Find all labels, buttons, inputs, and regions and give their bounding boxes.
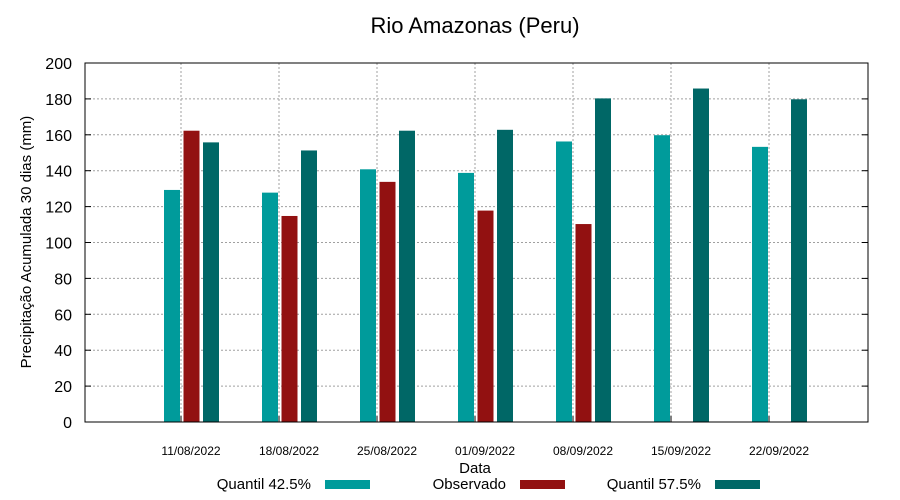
x-tick-label: 11/08/2022 [161,444,220,458]
y-tick-label: 20 [54,379,72,396]
bar-quantil-42-5--5 [654,135,670,423]
bar-quantil-42-5--6 [752,146,768,423]
y-axis-label: Precipitação Acumulada 30 dias (mm) [18,116,35,369]
bar-observado-0 [183,130,200,423]
x-tick-label: 15/09/2022 [651,444,711,458]
bar-observado-3 [477,210,494,423]
y-tick-label: 140 [45,164,72,181]
ticks-layer: 0 20 40 60 80 100 120 140 160 180 200 11/08/2022 18/… [45,56,868,458]
bar-quantil-57-5--1 [301,150,317,423]
bar-quantil-42-5--2 [360,169,376,423]
x-tick-label: 01/09/2022 [455,444,515,458]
bar-observado-1 [281,215,298,423]
bar-quantil-57-5--6 [791,99,807,423]
y-tick-label: 80 [54,271,72,288]
y-tick-label: 200 [45,56,72,73]
y-tick-label: 0 [63,415,72,432]
bar-quantil-42-5--1 [262,192,278,423]
y-tick-label: 120 [45,200,72,217]
legend-swatch [520,480,565,489]
legend-label: Quantil 57.5% [607,476,701,493]
x-tick-label: 08/09/2022 [553,444,613,458]
x-tick-label: 22/09/2022 [749,444,809,458]
y-tick-label: 100 [45,236,72,253]
bar-observado-4 [575,224,592,423]
bar-observado-2 [379,181,396,423]
y-tick-label: 40 [54,343,72,360]
x-tick-label: 18/08/2022 [259,444,319,458]
y-tick-label: 60 [54,307,72,324]
bar-quantil-42-5--3 [458,172,474,423]
legend-label: Quantil 42.5% [217,476,311,493]
y-tick-label: 180 [45,92,72,109]
bar-quantil-57-5--0 [203,142,219,423]
y-tick-label: 160 [45,128,72,145]
x-axis-label: Data [459,460,491,477]
bar-quantil-57-5--2 [399,130,415,423]
bar-quantil-57-5--5 [693,88,709,423]
chart-title: Rio Amazonas (Peru) [370,13,579,38]
bars-layer [164,88,807,423]
legend-swatch [715,480,760,489]
legend-swatch [325,480,370,489]
x-tick-label: 25/08/2022 [357,444,417,458]
bar-quantil-57-5--3 [497,129,513,423]
legend-label: Observado [433,476,506,493]
legend: Quantil 42.5% Observado Quantil 57.5% [217,476,760,493]
bar-quantil-57-5--4 [595,98,611,423]
bar-quantil-42-5--4 [556,141,572,423]
bar-quantil-42-5--0 [164,189,180,423]
grid-layer [85,63,868,422]
